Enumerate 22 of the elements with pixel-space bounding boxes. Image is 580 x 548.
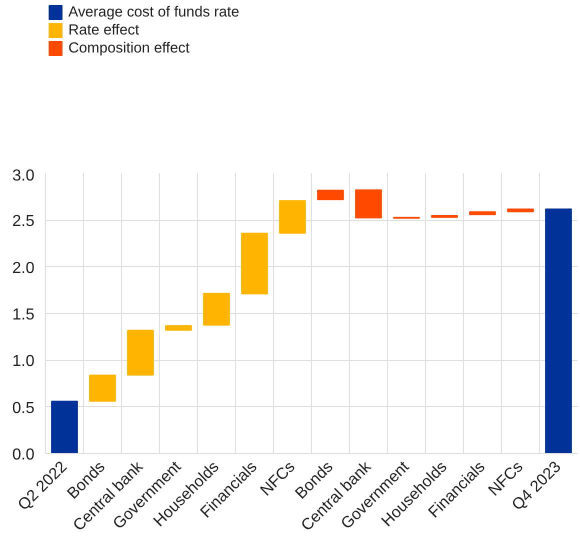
- legend-label: Average cost of funds rate: [68, 4, 240, 20]
- y-tick-label: 1.0: [12, 353, 35, 370]
- bar: [545, 208, 572, 454]
- bar: [279, 200, 306, 234]
- bar: [355, 189, 382, 218]
- bar: [317, 190, 344, 200]
- y-tick-label: 1.5: [12, 306, 35, 324]
- y-tick-label: 2.5: [12, 213, 35, 230]
- y-tick-label: 3.0: [12, 168, 35, 184]
- y-tick-label: 0.5: [12, 400, 35, 417]
- bar: [241, 232, 268, 294]
- y-tick-label: 0.0: [12, 446, 35, 464]
- bar: [51, 400, 78, 454]
- y-tick-label: 2.0: [12, 260, 35, 277]
- bar: [203, 292, 230, 326]
- legend-label: Rate effect: [68, 22, 140, 38]
- bar: [165, 325, 192, 331]
- legend-label: Composition effect: [68, 40, 190, 56]
- bar: [507, 208, 534, 212]
- bar: [127, 330, 154, 376]
- bar: [89, 374, 116, 402]
- bar: [469, 211, 496, 216]
